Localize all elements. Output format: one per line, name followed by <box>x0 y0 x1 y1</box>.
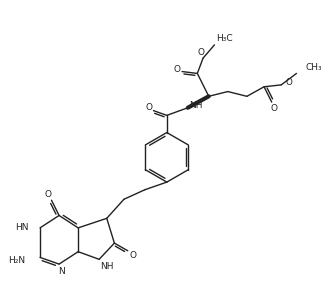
Text: O: O <box>145 103 152 112</box>
Text: O: O <box>270 104 277 113</box>
Text: HN: HN <box>15 223 29 232</box>
Text: O: O <box>174 65 181 74</box>
Text: O: O <box>285 78 292 88</box>
Text: CH₃: CH₃ <box>306 63 322 72</box>
Text: NH: NH <box>189 101 202 110</box>
Text: N: N <box>59 267 65 276</box>
Text: H₃C: H₃C <box>216 34 233 43</box>
Text: O: O <box>44 190 51 199</box>
Text: NH: NH <box>100 262 114 272</box>
Text: O: O <box>129 251 136 260</box>
Text: O: O <box>198 48 205 57</box>
Text: H₂N: H₂N <box>8 256 25 265</box>
